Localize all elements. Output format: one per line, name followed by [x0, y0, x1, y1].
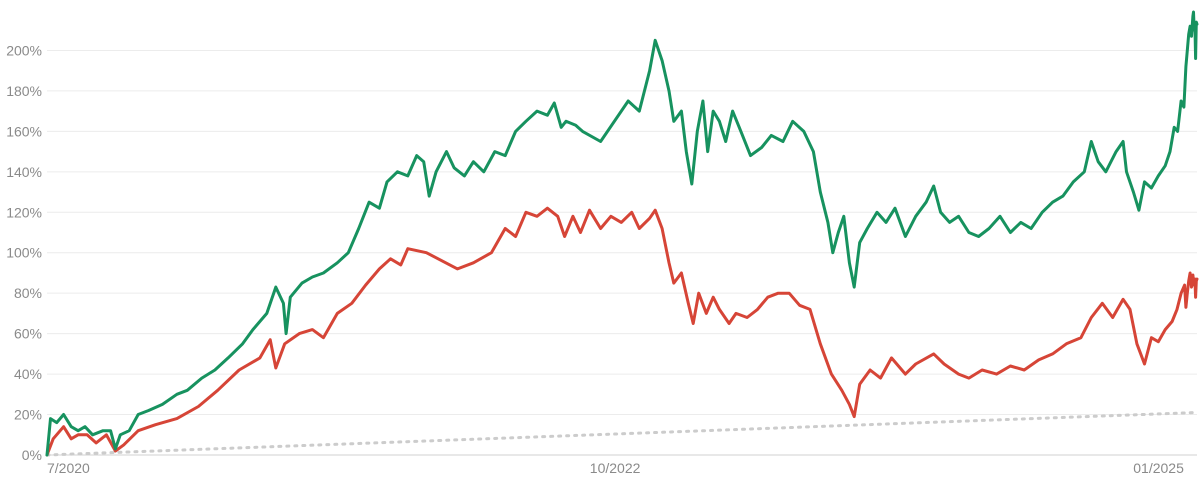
y-tick-label: 100% — [6, 245, 42, 261]
y-tick-label: 0% — [22, 447, 42, 463]
y-tick-label: 140% — [6, 164, 42, 180]
y-tick-label: 40% — [14, 366, 42, 382]
y-tick-label: 80% — [14, 285, 42, 301]
x-tick-label: 01/2025 — [1133, 460, 1184, 476]
y-tick-label: 200% — [6, 42, 42, 58]
x-tick-label: 7/2020 — [47, 460, 90, 476]
y-tick-label: 20% — [14, 407, 42, 423]
y-tick-label: 180% — [6, 83, 42, 99]
y-tick-label: 160% — [6, 123, 42, 139]
series-line-2 — [45, 206, 1199, 457]
x-tick-label: 10/2022 — [590, 460, 641, 476]
x-axis-labels: 7/2020 10/2022 01/2025 — [47, 460, 1184, 476]
series-lines — [45, 10, 1199, 457]
series-line-3 — [45, 411, 1199, 457]
grid — [47, 49, 1197, 456]
y-tick-label: 120% — [6, 204, 42, 220]
series-line-1 — [45, 10, 1199, 457]
y-axis-labels: 0% 20% 40% 60% 80% 100% 120% 140% 160% 180% 200% — [6, 42, 42, 463]
y-tick-label: 60% — [14, 326, 42, 342]
